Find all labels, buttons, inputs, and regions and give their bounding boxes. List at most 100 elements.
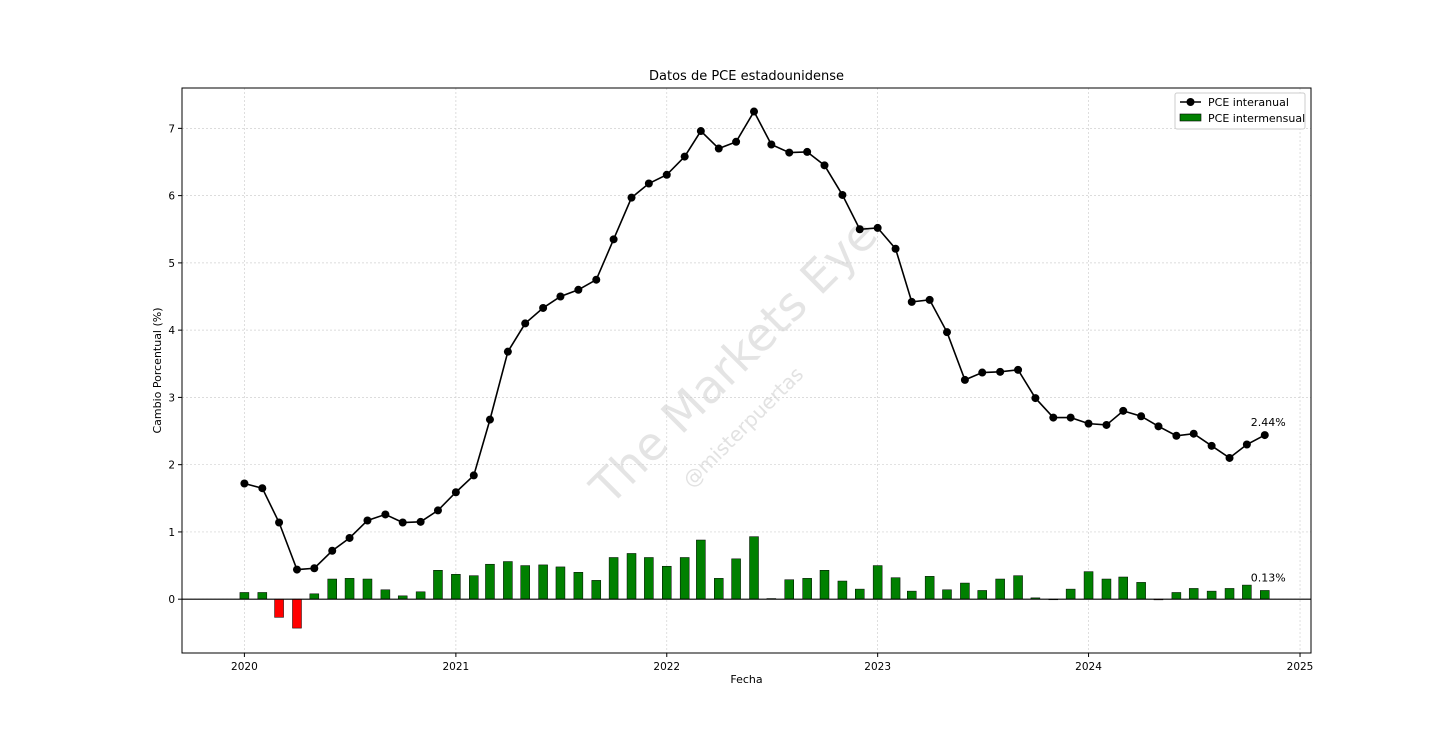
point-pce-interanual bbox=[732, 137, 741, 146]
point-pce-interanual bbox=[907, 297, 916, 306]
bar-pce-intermensual bbox=[380, 589, 391, 600]
bar-pce-intermensual bbox=[292, 598, 302, 629]
bar-pce-intermensual bbox=[854, 588, 865, 600]
point-pce-interanual bbox=[925, 295, 934, 304]
bar-pce-intermensual bbox=[890, 577, 901, 600]
point-pce-interanual bbox=[820, 161, 829, 170]
point-pce-interanual bbox=[1049, 413, 1058, 422]
bar-pce-intermensual bbox=[1065, 588, 1076, 600]
point-pce-interanual bbox=[750, 107, 759, 116]
y-tick-label: 4 bbox=[168, 325, 175, 337]
point-pce-interanual bbox=[1242, 440, 1251, 449]
bar-pce-intermensual bbox=[485, 563, 495, 600]
point-pce-interanual bbox=[714, 144, 723, 153]
bar-pce-intermensual bbox=[872, 565, 883, 600]
bar-pce-intermensual bbox=[1188, 588, 1199, 600]
watermark-text: The Markets Eye bbox=[579, 207, 888, 516]
annotations: 2.44% 0.13% bbox=[1251, 416, 1286, 584]
x-tick-label: 2022 bbox=[653, 661, 680, 673]
point-pce-interanual bbox=[433, 506, 442, 515]
bar-pce-intermensual bbox=[679, 557, 690, 600]
bar-pce-intermensual bbox=[995, 578, 1005, 600]
annotation-label: 0.13% bbox=[1251, 571, 1286, 584]
legend: PCE interanual PCE intermensual bbox=[1174, 92, 1306, 130]
legend-bar-marker bbox=[1179, 113, 1202, 122]
bar-pce-intermensual bbox=[469, 575, 479, 600]
x-tick-label: 2025 bbox=[1287, 661, 1314, 673]
point-pce-interanual bbox=[1189, 429, 1198, 438]
bar-pce-intermensual bbox=[906, 590, 917, 600]
bar-pce-intermensual bbox=[274, 598, 284, 618]
legend-label-pce-interanual: PCE interanual bbox=[1208, 96, 1289, 109]
point-pce-interanual bbox=[1225, 453, 1234, 462]
bar-pce-intermensual bbox=[608, 557, 619, 600]
bar-pce-intermensual bbox=[1242, 584, 1252, 600]
point-pce-interanual bbox=[381, 510, 390, 519]
point-pce-interanual bbox=[1260, 431, 1269, 440]
bar-pce-intermensual bbox=[784, 579, 795, 600]
bar-pce-intermensual bbox=[433, 570, 443, 600]
y-tick-label: 2 bbox=[168, 460, 175, 472]
point-pce-interanual bbox=[1066, 413, 1075, 422]
point-pce-interanual bbox=[680, 152, 689, 161]
bar-pce-intermensual bbox=[309, 593, 320, 600]
bar-pce-intermensual bbox=[555, 566, 566, 600]
bar-pce-intermensual bbox=[1224, 588, 1235, 600]
point-pce-interanual bbox=[644, 179, 653, 188]
point-pce-interanual bbox=[416, 517, 425, 526]
point-pce-interanual bbox=[556, 292, 565, 301]
point-pce-interanual bbox=[503, 347, 512, 356]
bar-pce-intermensual bbox=[960, 582, 970, 600]
chart-title: Datos de PCE estadounidense bbox=[649, 69, 844, 84]
point-pce-interanual bbox=[1154, 422, 1163, 431]
bar-pce-intermensual bbox=[819, 570, 830, 600]
point-pce-interanual bbox=[1031, 394, 1040, 403]
point-pce-interanual bbox=[1172, 431, 1181, 440]
point-pce-interanual bbox=[539, 303, 548, 312]
bar-pce-intermensual bbox=[977, 590, 987, 600]
bar-pce-intermensual bbox=[538, 564, 548, 600]
x-axis-ticks: 2020 2021 2022 2023 2024 2025 bbox=[231, 653, 1313, 673]
y-tick-label: 0 bbox=[168, 594, 175, 606]
legend-dot-marker bbox=[1186, 98, 1195, 106]
point-pce-interanual bbox=[960, 375, 969, 384]
point-pce-interanual bbox=[275, 518, 284, 527]
bar-pce-intermensual bbox=[731, 558, 741, 600]
x-tick-label: 2021 bbox=[443, 661, 470, 673]
point-pce-interanual bbox=[855, 225, 864, 234]
bar-pce-intermensual bbox=[362, 578, 373, 600]
y-axis-ticks: 0 1 2 3 4 5 6 7 bbox=[168, 123, 182, 606]
x-tick-label: 2024 bbox=[1075, 661, 1102, 673]
legend-box bbox=[1174, 92, 1306, 130]
bar-pce-intermensual bbox=[662, 565, 672, 600]
bar-pce-intermensual bbox=[451, 574, 461, 600]
bar-pce-intermensual bbox=[591, 580, 602, 600]
point-pce-interanual bbox=[451, 488, 460, 497]
point-pce-interanual bbox=[996, 367, 1005, 376]
y-tick-label: 5 bbox=[168, 258, 175, 270]
point-pce-interanual bbox=[662, 170, 671, 179]
bar-pce-intermensual bbox=[503, 561, 513, 600]
y-tick-label: 1 bbox=[168, 527, 175, 539]
bar-pce-intermensual bbox=[1171, 592, 1182, 600]
point-pce-interanual bbox=[838, 190, 847, 199]
point-pce-interanual bbox=[485, 415, 494, 424]
bar-pce-intermensual bbox=[1013, 575, 1023, 600]
point-pce-interanual bbox=[1084, 419, 1093, 428]
point-pce-interanual bbox=[328, 546, 337, 555]
point-pce-interanual bbox=[609, 235, 618, 244]
bar-pce-intermensual bbox=[749, 536, 759, 600]
point-pce-interanual bbox=[767, 140, 776, 149]
legend-label-pce-intermensual: PCE intermensual bbox=[1208, 112, 1305, 125]
point-pce-interanual bbox=[574, 285, 583, 294]
point-pce-interanual bbox=[785, 148, 794, 157]
point-pce-interanual bbox=[978, 368, 987, 377]
point-pce-interanual bbox=[1137, 412, 1146, 421]
point-pce-interanual bbox=[942, 328, 951, 337]
bar-pce-intermensual bbox=[520, 565, 530, 600]
line-points bbox=[240, 107, 1269, 574]
point-pce-interanual bbox=[627, 193, 636, 202]
x-axis-label: Fecha bbox=[730, 673, 762, 686]
point-pce-interanual bbox=[310, 564, 319, 573]
